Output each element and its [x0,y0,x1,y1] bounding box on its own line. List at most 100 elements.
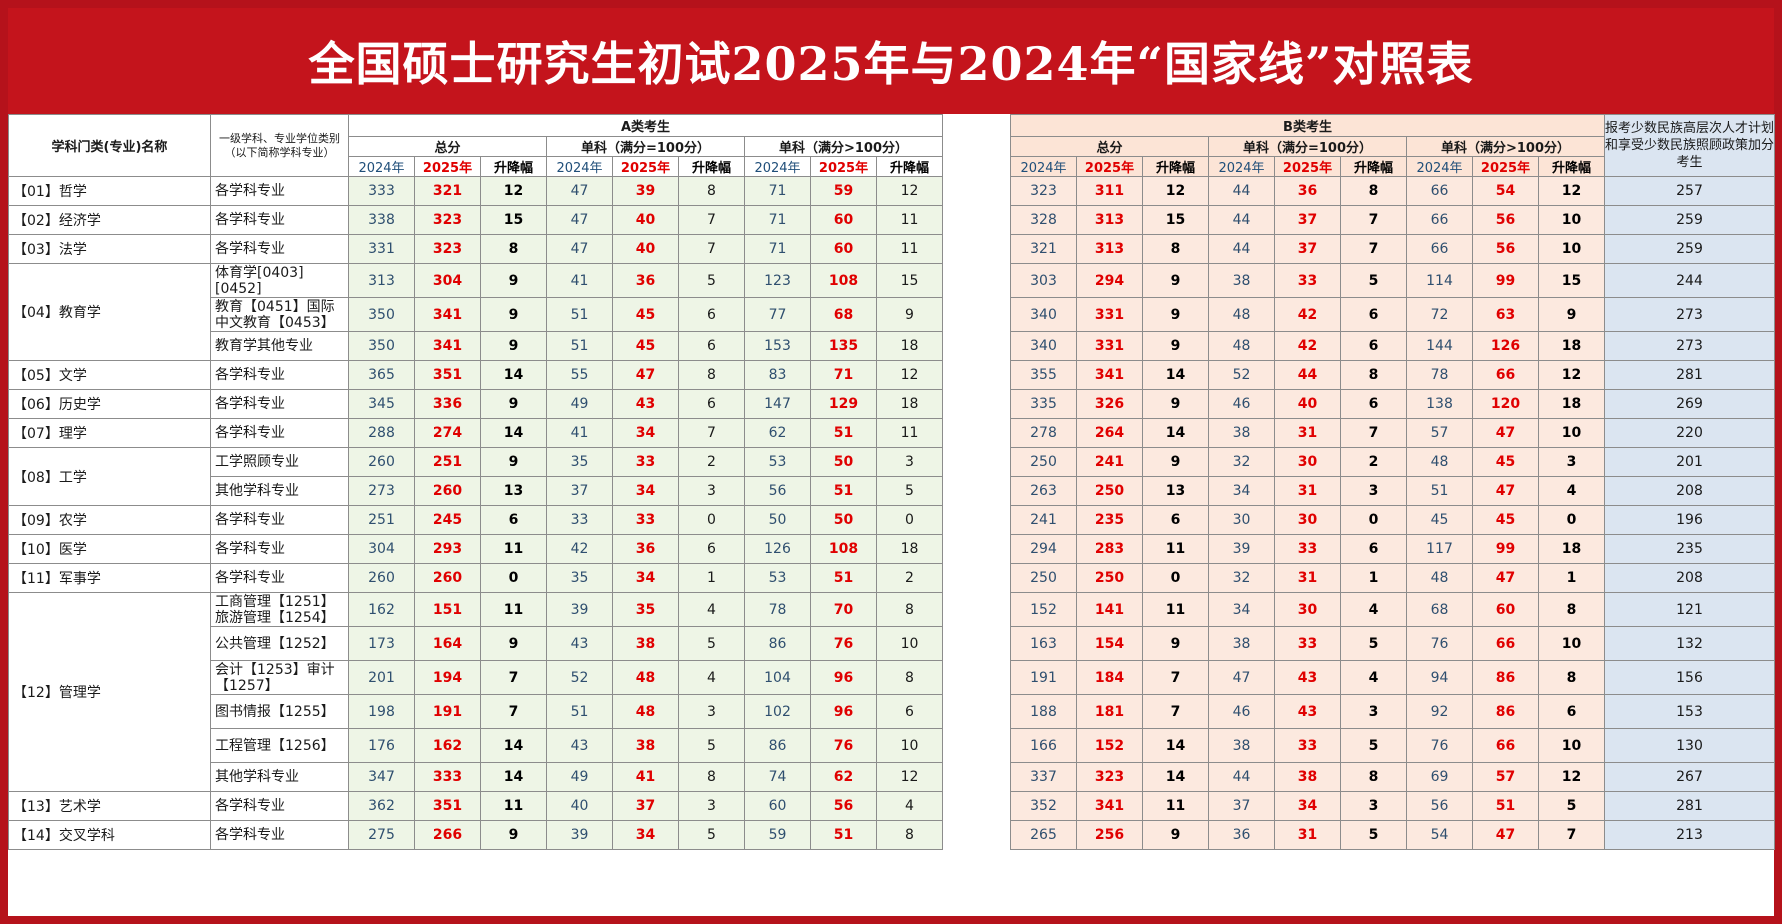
subject-cell: 会计【1253】审计【1257】 [210,660,349,695]
a-total-2025-cell: 194 [414,660,481,695]
b-total-2025-cell: 235 [1076,505,1143,535]
b-total-2024-cell: 191 [1010,660,1077,695]
b-so100-change-cell: 3 [1538,447,1605,477]
b-total-2024-cell: 163 [1010,626,1077,661]
a-total-change-cell: 0 [480,563,547,593]
b-total-change-cell: 14 [1142,418,1209,448]
minority-score-cell: 213 [1604,820,1775,850]
a-total-2024-cell: 260 [348,447,415,477]
a-so100-change-cell: 11 [876,418,943,448]
b-total-change-cell: 14 [1142,728,1209,763]
b-s100-2024-cell: 46 [1208,694,1275,729]
a-total-2025-cell: 266 [414,820,481,850]
b-so100-change-cell: 9 [1538,297,1605,332]
b-s100-change-cell: 1 [1340,563,1407,593]
b-so100-change-cell: 10 [1538,418,1605,448]
subject-cell: 各学科专业 [210,791,349,821]
b-total-2024-cell: 340 [1010,297,1077,332]
b-so100-2025-cell: 66 [1472,360,1539,390]
b-s100-2024-cell: 34 [1208,476,1275,506]
a-so100-change-cell: 5 [876,476,943,506]
b-s100-2025-header: 2025年 [1274,156,1341,177]
a-s100-2024-cell: 41 [546,418,613,448]
b-s100-2024-cell: 38 [1208,418,1275,448]
a-s100-2024-cell: 35 [546,447,613,477]
b-so100-2024-cell: 78 [1406,360,1473,390]
b-so100-2024-cell: 45 [1406,505,1473,535]
b-s100-2025-cell: 33 [1274,534,1341,564]
b-s100-2025-cell: 30 [1274,447,1341,477]
a-so100-2024-cell: 59 [744,820,811,850]
b-s100-2024-cell: 32 [1208,447,1275,477]
b-s100-change-cell: 4 [1340,592,1407,627]
b-so100-change-cell: 18 [1538,389,1605,419]
b-s100-2025-cell: 31 [1274,418,1341,448]
b-total-2025-cell: 152 [1076,728,1143,763]
b-so100-2025-cell: 54 [1472,176,1539,206]
b-s100-2024-cell: 44 [1208,762,1275,792]
group-b-table: B类考生 报考少数民族高层次人才计划和享受少数民族照顾政策加分考生 总分 单科（… [1010,114,1775,850]
b-so100-2025-cell: 56 [1472,205,1539,235]
b-total-change-cell: 14 [1142,360,1209,390]
b-total-2025-cell: 181 [1076,694,1143,729]
category-cell: 【13】艺术学 [8,791,211,821]
a-so100-2024-cell: 83 [744,360,811,390]
b-so100-change-cell: 18 [1538,534,1605,564]
b-so100-2025-cell: 47 [1472,563,1539,593]
b-so100-change-cell: 6 [1538,694,1605,729]
category-cell: 【12】管理学 [8,592,211,792]
b-so100-2024-cell: 76 [1406,626,1473,661]
a-so100-2024-cell: 86 [744,626,811,661]
a-so100-change-cell: 3 [876,447,943,477]
b-s100-change-cell: 5 [1340,263,1407,298]
table-row: 328 313 15 44 37 7 66 56 10 259 [1010,205,1775,235]
b-total-2024-cell: 188 [1010,694,1077,729]
a-s100-2025-cell: 34 [612,820,679,850]
a-total-2025-cell: 245 [414,505,481,535]
b-so100-change-cell: 10 [1538,205,1605,235]
a-so100-2025-cell: 51 [810,476,877,506]
a-s100-2024-cell: 51 [546,297,613,332]
minority-score-cell: 281 [1604,791,1775,821]
a-s100-2024-cell: 37 [546,476,613,506]
a-so100-change-cell: 2 [876,563,943,593]
b-so100-2024-header: 2024年 [1406,156,1473,177]
a-total-2025-cell: 336 [414,389,481,419]
subject-cell: 各学科专业 [210,389,349,419]
b-so100-2024-cell: 144 [1406,331,1473,361]
a-so100-2025-cell: 56 [810,791,877,821]
table-row: 【11】军事学 各学科专业 260 260 0 35 34 1 53 51 2 [8,563,943,593]
a-s100-change-cell: 2 [678,447,745,477]
minority-score-cell: 156 [1604,660,1775,695]
a-s100-2025-cell: 36 [612,534,679,564]
a-total-2025-cell: 333 [414,762,481,792]
a-so100-2025-cell: 51 [810,563,877,593]
a-total-2025-cell: 341 [414,331,481,361]
a-s100-2025-cell: 37 [612,791,679,821]
b-so100-2024-cell: 66 [1406,234,1473,264]
category-cell: 【03】法学 [8,234,211,264]
a-so100-2024-cell: 50 [744,505,811,535]
b-s100-2025-cell: 42 [1274,331,1341,361]
a-s100-2024-cell: 49 [546,389,613,419]
a-so100-change-cell: 10 [876,728,943,763]
subject-cell: 各学科专业 [210,820,349,850]
a-s100-2024-cell: 47 [546,176,613,206]
b-so100-2025-cell: 99 [1472,263,1539,298]
b-total-change-cell: 11 [1142,791,1209,821]
table-row: 【07】理学 各学科专业 288 274 14 41 34 7 62 51 11 [8,418,943,448]
b-s100-2024-cell: 32 [1208,563,1275,593]
category-cell: 【01】哲学 [8,176,211,206]
a-total-2025-header: 2025年 [414,156,481,177]
table-row: 265 256 9 36 31 5 54 47 7 213 [1010,820,1775,850]
subject-cell: 各学科专业 [210,505,349,535]
a-so100-2025-cell: 96 [810,694,877,729]
b-total-change-cell: 6 [1142,505,1209,535]
b-s100-2025-cell: 43 [1274,694,1341,729]
minority-header: 报考少数民族高层次人才计划和享受少数民族照顾政策加分考生 [1604,114,1775,177]
b-total-change-cell: 9 [1142,447,1209,477]
b-s100-change-cell: 7 [1340,234,1407,264]
b-total-2024-cell: 294 [1010,534,1077,564]
b-total-2025-cell: 241 [1076,447,1143,477]
a-total-change-header: 升降幅 [480,156,547,177]
